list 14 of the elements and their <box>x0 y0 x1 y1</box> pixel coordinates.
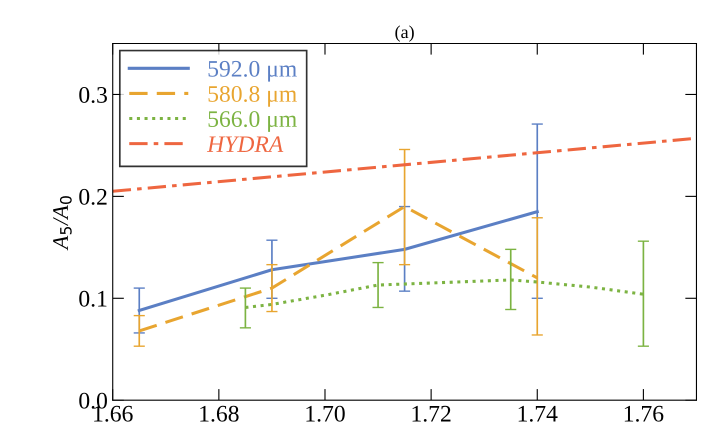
x-tick-label: 1.68 <box>200 406 239 422</box>
x-tick-label: 1.76 <box>624 406 664 422</box>
chart-title: (a) <box>395 25 414 42</box>
y-tick-label: 0.1 <box>79 290 106 307</box>
x-tick-label: 1.72 <box>412 406 450 422</box>
y-axis-title: A$_{5}$/A$_{0}$ <box>53 196 72 251</box>
y-tick-label: 0.2 <box>79 188 107 205</box>
legend-label: 580.8 μm <box>208 86 297 107</box>
legend-label: 566.0 μm <box>208 111 297 132</box>
legend-label: 592.0 μm <box>208 60 297 82</box>
x-tick-label: 1.74 <box>518 406 558 422</box>
legend-label: HYDRA <box>206 136 284 152</box>
y-tick-label: 0.3 <box>79 86 107 103</box>
x-tick-label: 1.70 <box>306 406 345 422</box>
